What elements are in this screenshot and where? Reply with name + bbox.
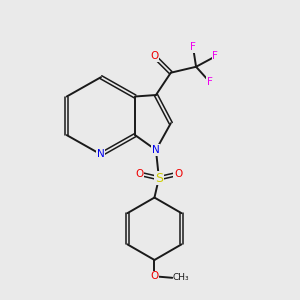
- Text: CH₃: CH₃: [172, 273, 189, 282]
- Text: F: F: [206, 76, 212, 87]
- Text: O: O: [136, 169, 144, 179]
- Text: F: F: [190, 43, 196, 52]
- Text: O: O: [174, 169, 182, 179]
- Text: N: N: [152, 145, 160, 155]
- Text: O: O: [150, 271, 159, 281]
- Text: S: S: [155, 172, 163, 185]
- Text: N: N: [97, 149, 105, 160]
- Text: O: O: [150, 51, 159, 62]
- Text: F: F: [212, 51, 218, 62]
